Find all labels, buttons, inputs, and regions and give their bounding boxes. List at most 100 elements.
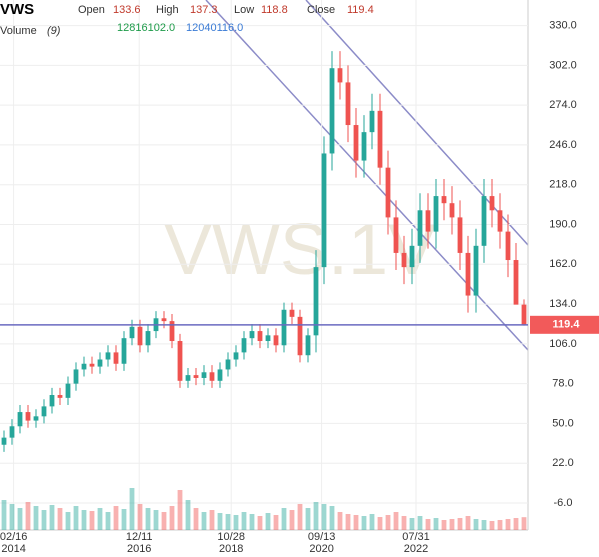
- candle-body: [81, 363, 87, 370]
- candle-body: [57, 395, 63, 398]
- volume-bar: [321, 504, 327, 530]
- volume-bar: [425, 519, 431, 530]
- header: VWS Open 133.6 High 137.3 Low 118.8 Clos…: [0, 1, 374, 37]
- y-tick-label: 22.0: [552, 457, 573, 469]
- volume-bar: [489, 521, 495, 530]
- trend-line: [305, 0, 529, 246]
- volume-bar: [305, 508, 311, 530]
- candle-body: [521, 304, 527, 325]
- candle-body: [465, 252, 471, 296]
- candle-body: [145, 331, 151, 346]
- candle-body: [49, 395, 55, 407]
- candle-body: [89, 363, 95, 367]
- volume-bar: [57, 508, 63, 530]
- volume-bar: [25, 502, 31, 530]
- volume-bar: [49, 505, 55, 530]
- header-value: 119.4: [347, 4, 374, 16]
- header-value: 133.6: [113, 4, 141, 16]
- y-tick-label: 274.0: [549, 99, 577, 111]
- volume-bar: [209, 510, 215, 530]
- volume-bar: [401, 516, 407, 530]
- volume-ma-value: 12040116.0: [186, 22, 243, 34]
- candle-body: [249, 331, 255, 339]
- y-tick-label: 302.0: [549, 59, 577, 71]
- volume-bar: [513, 518, 519, 530]
- candle-body: [353, 125, 359, 161]
- volume-bar: [273, 515, 279, 530]
- x-tick-label: 02/16: [0, 531, 27, 543]
- candle-body: [401, 252, 407, 268]
- header-value: 118.8: [261, 4, 288, 16]
- volume-bar: [217, 513, 223, 530]
- candle-body: [217, 369, 223, 381]
- candle-body: [241, 338, 247, 353]
- header-value: 137.3: [190, 4, 218, 16]
- candle-body: [233, 352, 239, 360]
- candle-body: [297, 316, 303, 356]
- volume-bar: [97, 508, 103, 530]
- volume-bar: [105, 512, 111, 530]
- candle-body: [17, 412, 23, 427]
- candle-body: [169, 321, 175, 342]
- volume-bar: [169, 506, 175, 530]
- volume-bar: [369, 514, 375, 530]
- volume-bar: [385, 515, 391, 530]
- watermark: VWS.1V: [164, 210, 436, 290]
- candle-body: [425, 210, 431, 232]
- volume-bar: [393, 512, 399, 530]
- candle-body: [161, 318, 167, 322]
- volume-bar: [337, 512, 343, 530]
- volume-bar: [377, 517, 383, 530]
- volume-bar: [121, 509, 127, 530]
- candle-body: [449, 203, 455, 218]
- volume-period: (9): [47, 25, 61, 37]
- x-tick-label: 2022: [404, 543, 428, 555]
- volume-bar: [185, 500, 191, 530]
- candle-body: [393, 217, 399, 253]
- x-tick-label: 2018: [219, 543, 243, 555]
- volume-bar: [233, 515, 239, 530]
- candle-body: [489, 196, 495, 211]
- volume-title: Volume: [0, 25, 37, 37]
- candle-body: [481, 196, 487, 246]
- candle-body: [9, 426, 15, 438]
- y-tick-label: 218.0: [549, 179, 577, 191]
- candle-body: [313, 267, 319, 336]
- y-tick-label: 106.0: [549, 338, 577, 350]
- candle-body: [385, 167, 391, 218]
- candle-body: [433, 196, 439, 232]
- y-tick-label: 162.0: [549, 258, 577, 270]
- candle-body: [417, 210, 423, 246]
- volume-bar: [9, 504, 15, 530]
- candle-body: [25, 412, 31, 421]
- candle-body: [457, 217, 463, 253]
- volume-bar: [225, 514, 231, 530]
- candle-body: [505, 231, 511, 261]
- candle-body: [345, 82, 351, 126]
- header-label: High: [156, 4, 179, 16]
- candle-body: [329, 68, 335, 154]
- candle-body: [193, 375, 199, 378]
- volume-bar: [521, 517, 527, 530]
- header-label: Open: [78, 4, 105, 16]
- volume-bar: [73, 506, 79, 530]
- volume-bar: [41, 510, 47, 530]
- volume-bar: [441, 520, 447, 530]
- y-tick-label: 330.0: [549, 19, 577, 31]
- trend-line: [205, 0, 529, 351]
- candle-body: [281, 309, 287, 346]
- volume-bar: [297, 504, 303, 530]
- symbol: VWS: [0, 1, 34, 18]
- candle-body: [369, 110, 375, 133]
- candle-body: [257, 331, 263, 342]
- volume-bar: [353, 515, 359, 530]
- x-tick-label: 09/13: [308, 531, 336, 543]
- volume-bar: [473, 519, 479, 530]
- volume-bar: [153, 510, 159, 530]
- volume-bar: [329, 506, 335, 530]
- x-tick-label: 12/11: [126, 531, 153, 543]
- candle-body: [105, 352, 111, 360]
- volume-bar: [249, 514, 255, 530]
- volume-bar: [361, 516, 367, 530]
